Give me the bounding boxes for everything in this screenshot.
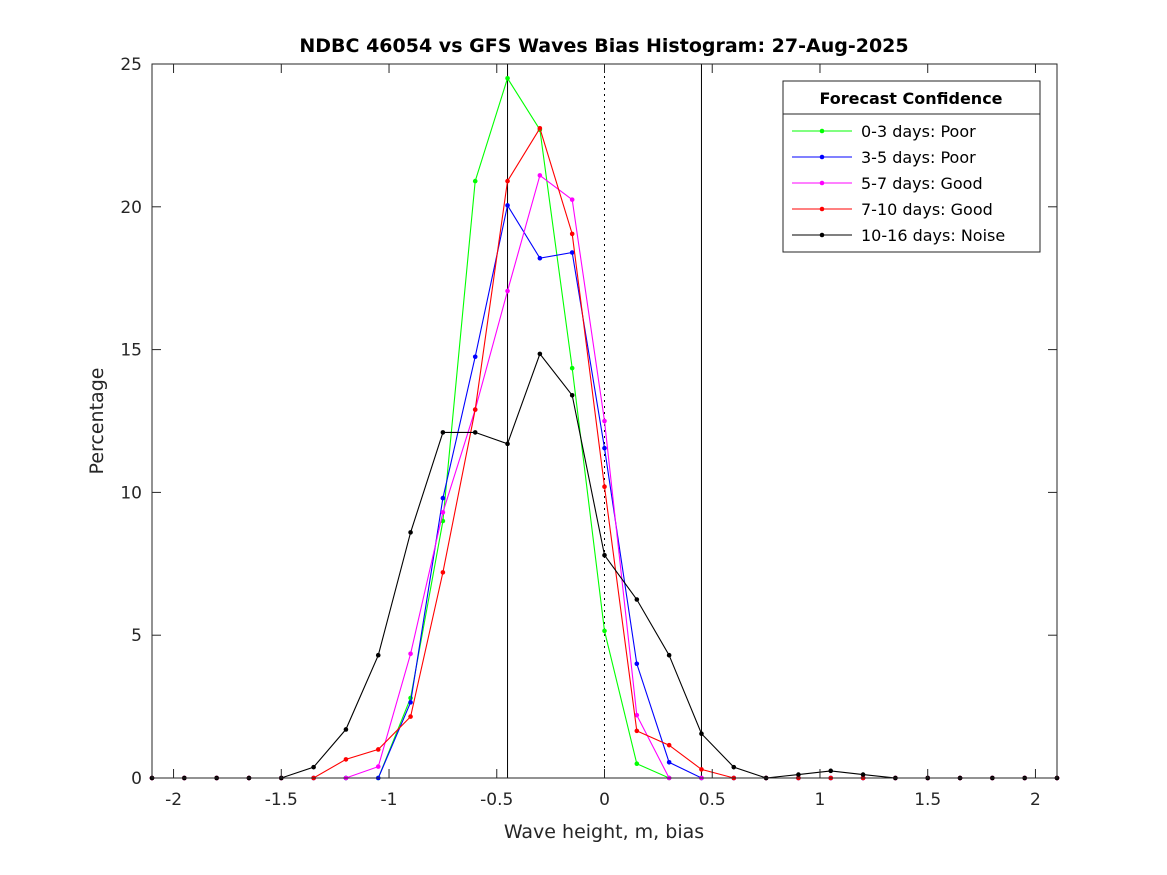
legend: Forecast Confidence 0-3 days: Poor 3-5 da… xyxy=(782,80,1041,253)
data-point xyxy=(569,231,575,237)
legend-item: 10-16 days: Noise xyxy=(792,226,1005,245)
data-point xyxy=(537,255,543,261)
data-point xyxy=(602,628,607,634)
legend-marker xyxy=(819,180,825,186)
data-point xyxy=(408,530,413,535)
data-point xyxy=(666,742,672,748)
legend-marker xyxy=(819,232,825,238)
legend-label: 5-7 days: Good xyxy=(861,174,983,193)
data-point xyxy=(569,365,575,371)
data-point xyxy=(440,570,446,575)
data-point xyxy=(569,250,575,255)
data-point xyxy=(731,764,737,770)
data-point xyxy=(505,288,510,294)
data-point xyxy=(311,764,316,770)
data-point xyxy=(602,484,607,489)
y-tick-label: 10 xyxy=(120,483,142,503)
data-point xyxy=(343,757,349,762)
data-point xyxy=(505,75,510,81)
data-point xyxy=(602,418,607,424)
legend-label: 3-5 days: Poor xyxy=(861,148,976,167)
x-tick-label: 0.5 xyxy=(699,790,726,810)
data-point xyxy=(408,700,413,705)
data-point xyxy=(537,351,543,357)
legend-item: 5-7 days: Good xyxy=(792,174,983,193)
data-point xyxy=(796,772,801,777)
x-tick-label: -2 xyxy=(165,790,182,810)
chart-title: NDBC 46054 vs GFS Waves Bias Histogram: … xyxy=(299,35,908,57)
data-point xyxy=(666,652,672,658)
data-point xyxy=(408,714,413,719)
data-point xyxy=(472,354,478,360)
data-point xyxy=(375,652,381,658)
y-tick-label: 15 xyxy=(120,341,142,361)
legend-label: 10-16 days: Noise xyxy=(861,226,1005,245)
data-point xyxy=(666,759,672,765)
data-point xyxy=(505,203,510,208)
legend-title: Forecast Confidence xyxy=(819,89,1002,108)
legend-marker xyxy=(819,128,825,134)
data-point xyxy=(537,173,543,178)
data-point xyxy=(634,597,640,602)
data-point xyxy=(699,731,704,737)
x-tick-label: -0.5 xyxy=(480,790,513,810)
data-point xyxy=(375,764,381,769)
legend-label: 0-3 days: Poor xyxy=(861,122,976,141)
x-tick-label: 1 xyxy=(815,790,826,810)
data-point xyxy=(440,495,446,501)
x-axis-label: Wave height, m, bias xyxy=(504,821,704,843)
data-point xyxy=(537,125,543,131)
legend-item: 3-5 days: Poor xyxy=(792,148,976,167)
legend-label: 7-10 days: Good xyxy=(861,200,993,219)
data-point xyxy=(634,661,640,667)
y-tick-label: 20 xyxy=(120,198,142,218)
data-point xyxy=(505,441,510,447)
data-point xyxy=(472,430,478,435)
y-axis-label: Percentage xyxy=(86,368,108,475)
data-point xyxy=(569,392,575,398)
legend-item: 7-10 days: Good xyxy=(792,200,993,219)
data-point xyxy=(569,197,575,202)
x-tick-label: 2 xyxy=(1030,790,1041,810)
data-point xyxy=(343,727,349,732)
data-point xyxy=(505,178,510,184)
legend-box xyxy=(782,80,1041,253)
data-point xyxy=(602,445,607,451)
y-tick-label: 5 xyxy=(131,626,142,646)
data-point xyxy=(634,712,640,718)
x-tick-label: -1.5 xyxy=(265,790,298,810)
data-point xyxy=(440,510,446,515)
x-tick-label: 0 xyxy=(599,790,610,810)
data-point xyxy=(860,772,866,777)
data-point xyxy=(602,552,607,558)
x-tick-label: -1 xyxy=(381,790,398,810)
y-tick-label: 0 xyxy=(131,769,142,789)
legend-item: 0-3 days: Poor xyxy=(792,122,976,141)
data-point xyxy=(828,768,834,774)
legend-marker xyxy=(819,154,825,160)
data-point xyxy=(472,178,478,184)
data-point xyxy=(634,761,640,767)
data-point xyxy=(472,407,478,412)
data-point xyxy=(699,767,704,772)
legend-marker xyxy=(819,206,825,212)
data-point xyxy=(408,651,413,657)
data-point xyxy=(375,747,381,752)
y-tick-label: 25 xyxy=(120,55,142,75)
data-point xyxy=(634,728,640,734)
x-tick-label: 1.5 xyxy=(914,790,941,810)
data-point xyxy=(440,430,446,435)
